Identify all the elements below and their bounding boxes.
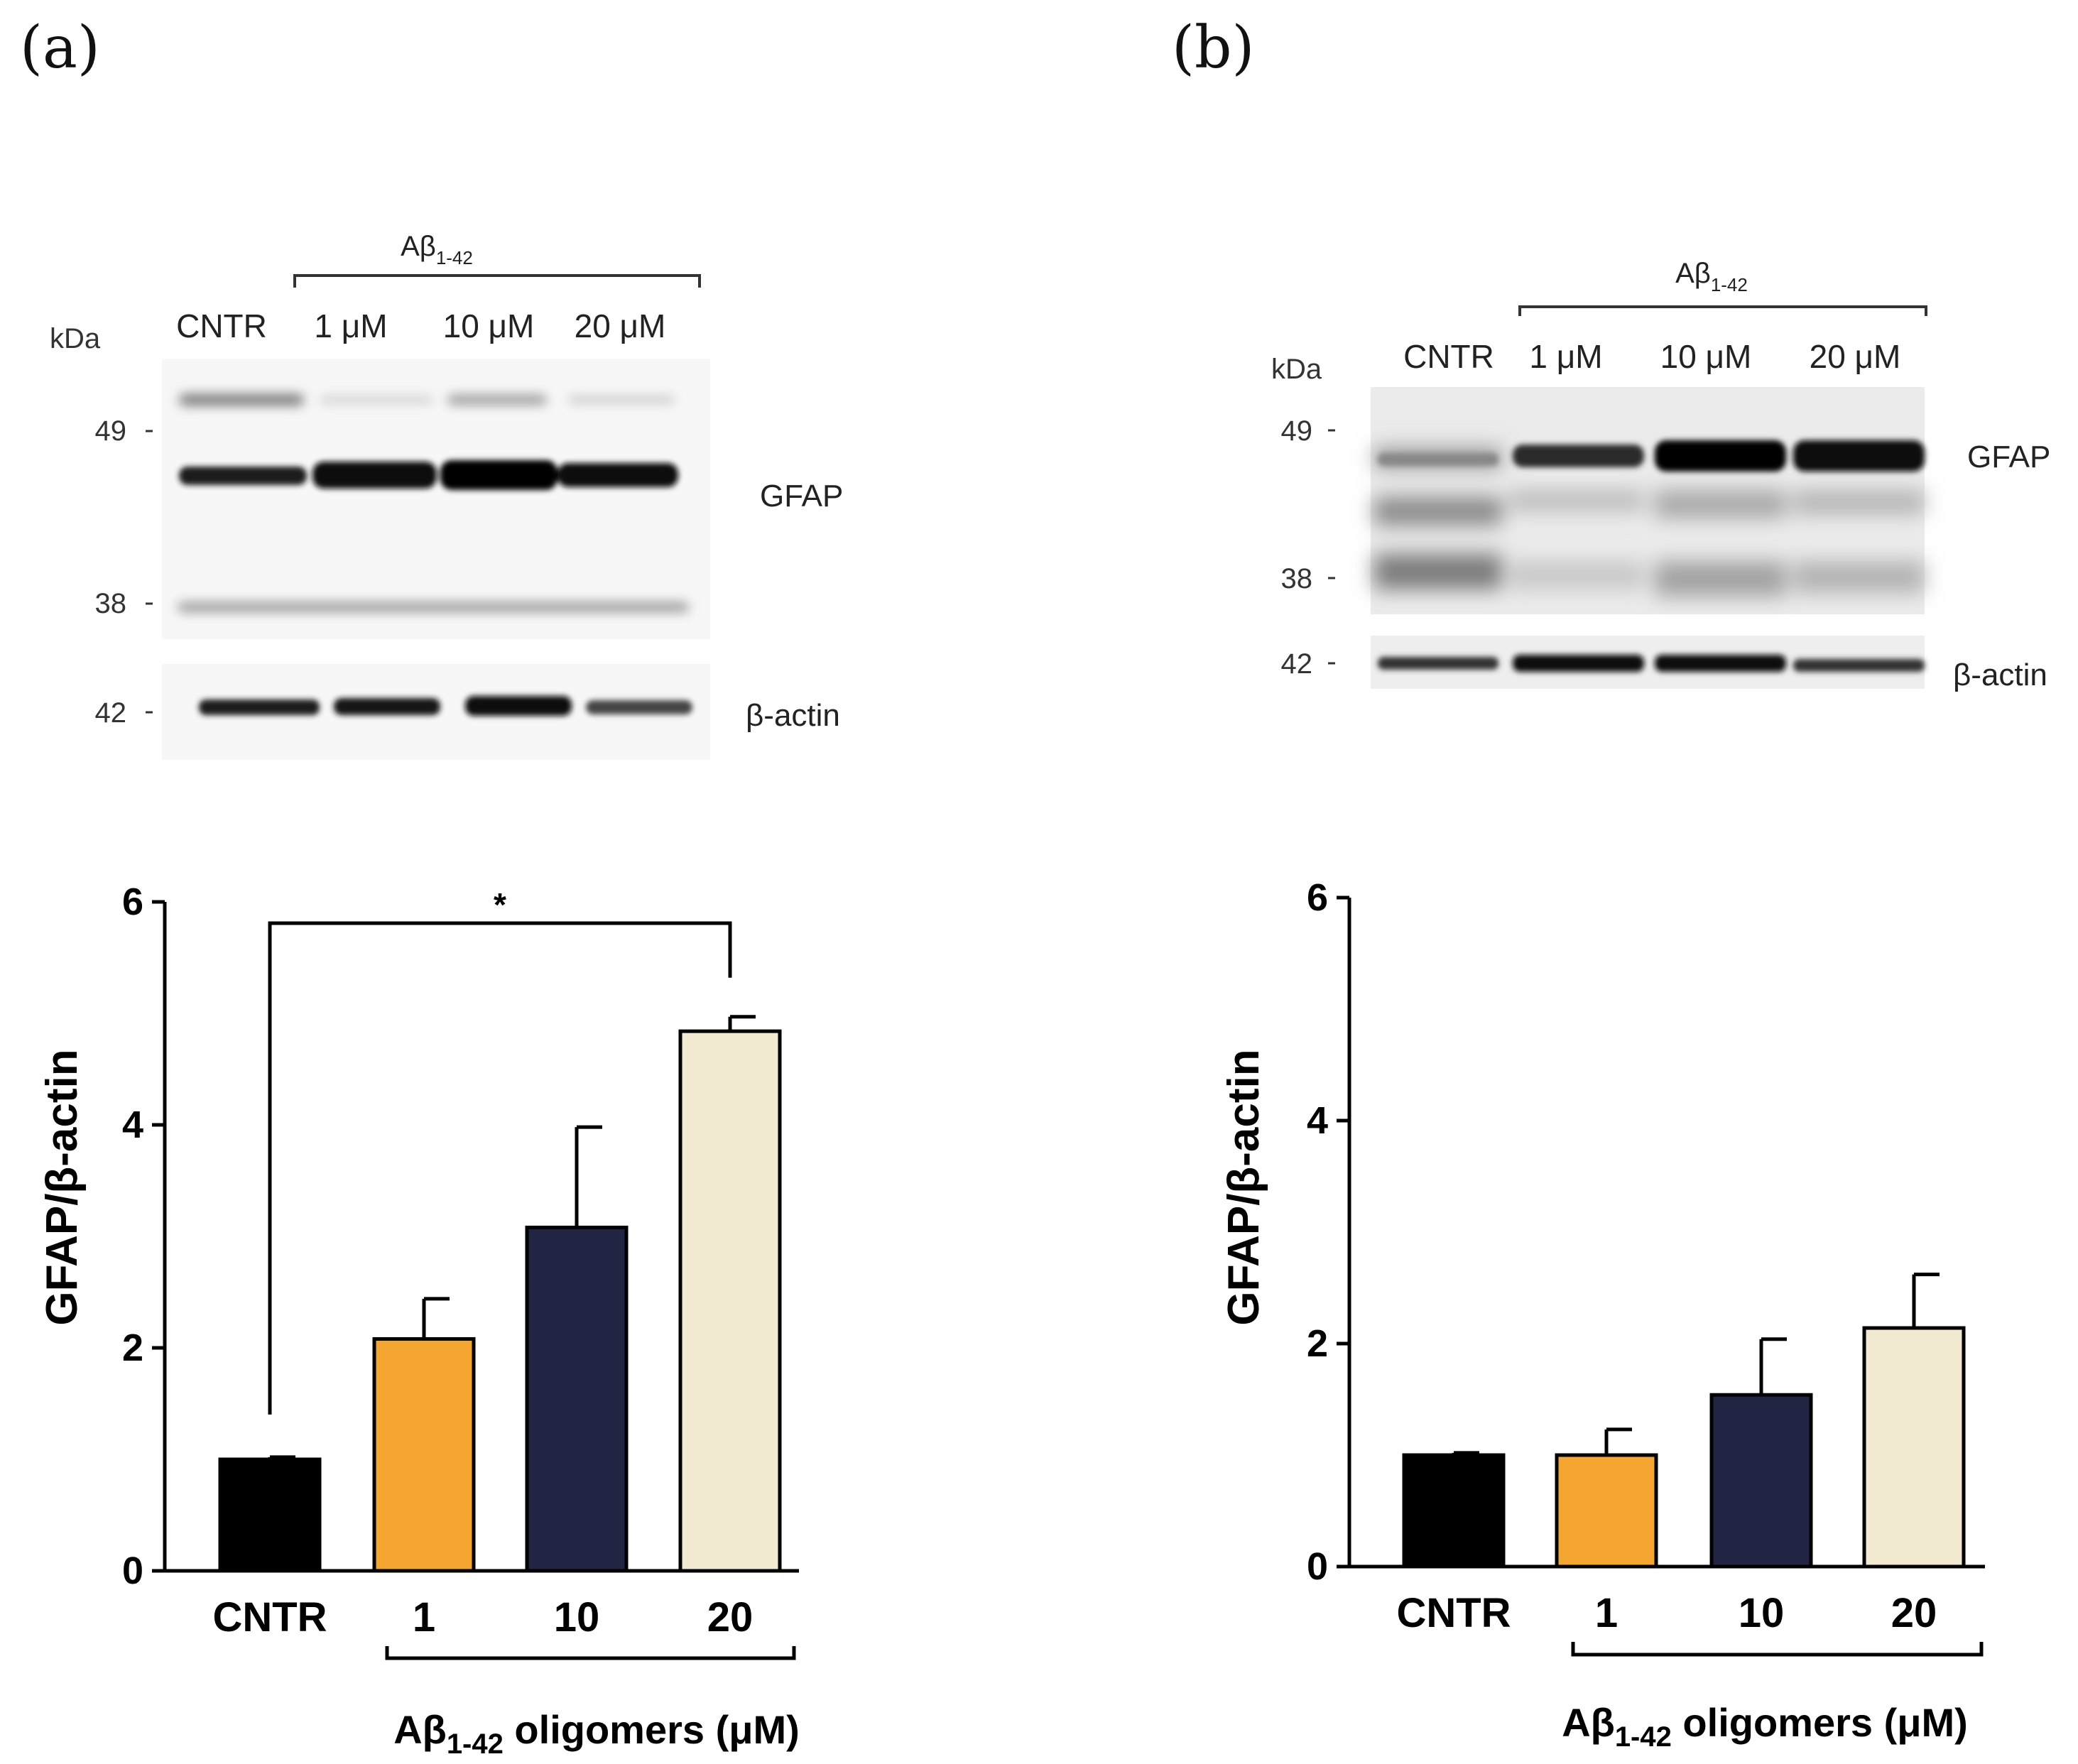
- y-axis-label-b: GFAP/β-actin: [1219, 1049, 1268, 1325]
- western-blot-a: Aβ1-42 kDa CNTR 1 μM 10 μM 20 μM 49: [50, 231, 843, 760]
- band-label-b-actin: β-actin: [1953, 658, 2047, 692]
- chart-a-y-tick-label: 4: [122, 1104, 143, 1146]
- marker-label-a-49: 49: [95, 415, 127, 447]
- marker-label-a-42: 42: [95, 697, 127, 729]
- panel-a: (a) Aβ1-42 kDa CNTR 1 μM 10 μM 20 μM: [20, 14, 843, 1760]
- chart-a-significance-bracket: [268, 921, 732, 1415]
- blot-group-label-a: Aβ1-42: [401, 231, 473, 268]
- chart-b-category-label: 1: [1595, 1590, 1618, 1636]
- chart-a-y-tick-label: 0: [122, 1550, 143, 1592]
- chart-b-y-tick-label: 2: [1307, 1322, 1328, 1365]
- blot-group-label-b: Aβ1-42: [1675, 258, 1748, 295]
- y-axis-label-a: GFAP/β-actin: [38, 1049, 87, 1325]
- chart-a-category-label: 10: [554, 1594, 600, 1640]
- bar-chart-a: 0 2 4 6 CNTR 1 10 20 * GFAP/β-actin Aβ1-42 oligo…: [38, 881, 800, 1760]
- lane-label-b-1: 1 μM: [1529, 338, 1602, 375]
- chart-b-bar: [1862, 1326, 1966, 1569]
- x-axis-bracket-b: [1571, 1642, 1984, 1657]
- chart-b-category-label: 10: [1739, 1590, 1785, 1636]
- chart-a-bar: [678, 1029, 782, 1573]
- chart-a-category-label: 1: [413, 1594, 435, 1640]
- x-axis-bracket-a: [385, 1646, 796, 1660]
- marker-label-b-38: 38: [1281, 563, 1313, 594]
- chart-b-category-label: CNTR: [1396, 1590, 1511, 1636]
- bar-chart-a-marks: 0 2 4 6 CNTR 1 10 20 *: [122, 881, 799, 1640]
- chart-a-bar: [525, 1225, 629, 1573]
- blot-group-bracket-a: [293, 274, 701, 288]
- marker-label-b-42: 42: [1281, 648, 1313, 680]
- x-axis-label-b: Aβ1-42 oligomers (μM): [1562, 1700, 1968, 1753]
- gfap-background-bands-b: [1374, 447, 1925, 597]
- blot-group-bracket-b: [1518, 305, 1927, 316]
- chart-a-category-label: 20: [707, 1594, 754, 1640]
- chart-b-y-tick-label: 6: [1307, 876, 1328, 919]
- chart-b-bar: [1709, 1393, 1813, 1569]
- bar-chart-b-marks: 0 2 4 6 CNTR 1 10 20: [1307, 876, 1985, 1636]
- chart-b-bar: [1555, 1453, 1658, 1569]
- lane-label-a-0: CNTR: [176, 307, 267, 344]
- band-label-b-gfap: GFAP: [1967, 440, 2050, 474]
- kda-label-a: kDa: [50, 323, 101, 354]
- x-axis-label-a: Aβ1-42 oligomers (μM): [393, 1707, 800, 1760]
- bar-chart-b: 0 2 4 6 CNTR 1 10 20 GFAP/β-actin Aβ1-42 oligom…: [1219, 876, 1985, 1753]
- lane-label-b-3: 20 μM: [1810, 338, 1901, 375]
- chart-b-category-label: 20: [1891, 1590, 1937, 1636]
- lane-label-a-1: 1 μM: [314, 307, 387, 344]
- lane-label-a-3: 20 μM: [575, 307, 666, 344]
- chart-a-category-label: CNTR: [212, 1594, 327, 1640]
- chart-a-y-tick-label: 2: [122, 1327, 143, 1369]
- chart-a-bar: [372, 1336, 476, 1573]
- gfap-bands-a: [178, 394, 689, 612]
- chart-b-y-tick-label: 4: [1307, 1099, 1328, 1142]
- lane-label-b-2: 10 μM: [1660, 338, 1752, 375]
- chart-a-y-tick-label: 6: [122, 881, 143, 923]
- panel-label-a: (a): [20, 14, 100, 82]
- kda-label-b: kDa: [1271, 354, 1322, 385]
- chart-b-bar: [1402, 1453, 1506, 1569]
- chart-a-bar: [218, 1457, 322, 1573]
- lane-label-b-0: CNTR: [1403, 338, 1494, 375]
- band-label-a-actin: β-actin: [746, 698, 840, 733]
- panel-b: (b) Aβ1-42 kDa CNTR 1 μM 10 μM 20 μM: [1172, 14, 2050, 1753]
- chart-a-significance-label: *: [494, 886, 506, 923]
- marker-label-a-38: 38: [95, 588, 127, 619]
- band-label-a-gfap: GFAP: [760, 479, 843, 513]
- lane-label-a-2: 10 μM: [443, 307, 535, 344]
- marker-label-b-49: 49: [1281, 415, 1313, 447]
- western-blot-b: Aβ1-42 kDa CNTR 1 μM 10 μM 20 μM: [1271, 258, 2050, 692]
- chart-b-y-tick-label: 0: [1307, 1545, 1328, 1588]
- panel-label-b: (b): [1172, 14, 1254, 82]
